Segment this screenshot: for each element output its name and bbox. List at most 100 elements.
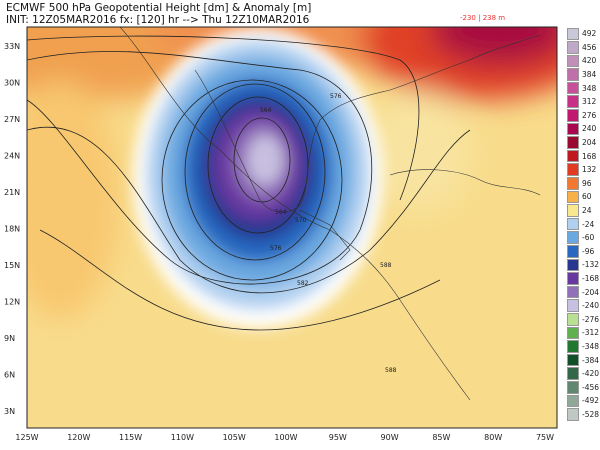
colorbar-label: 168 [582, 151, 597, 161]
init-line: INIT: 12Z05MAR2016 fx: [120] hr --> Thu … [6, 14, 310, 26]
colorbar-entry: 168 [567, 149, 600, 163]
colorbar-legend: 492 456 420 384 348 312 276 240 204 168 132 96 60 24 -… [567, 27, 600, 421]
lon-tick-label: 105W [223, 433, 246, 442]
lon-tick-label: 75W [536, 433, 554, 442]
colorbar-entry: 60 [567, 190, 600, 204]
colorbar-entry: 456 [567, 41, 600, 55]
colorbar-label: -420 [582, 369, 600, 379]
color-swatch [567, 204, 579, 217]
colorbar-label: -240 [582, 301, 600, 311]
colorbar-entry: -528 [567, 408, 600, 422]
color-swatch [567, 217, 579, 231]
colorbar-entry: -168 [567, 272, 600, 286]
map-title: ECMWF 500 hPa Geopotential Height [dm] &… [6, 2, 312, 14]
colorbar-entry: -420 [567, 367, 600, 381]
contour-label: 588 [380, 262, 392, 269]
color-swatch [567, 27, 579, 41]
color-swatch [567, 299, 579, 312]
colorbar-entry: -96 [567, 245, 600, 259]
color-swatch [567, 190, 579, 204]
colorbar-label: -96 [582, 246, 595, 256]
color-swatch [567, 231, 579, 244]
lon-tick-label: 80W [484, 433, 502, 442]
colorbar-entry: 348 [567, 81, 600, 95]
contour-label: 576 [330, 93, 342, 100]
colorbar-entry: -384 [567, 353, 600, 367]
color-swatch [567, 68, 579, 81]
coastlines [119, 27, 541, 401]
lat-tick-label: 6N [4, 371, 15, 380]
lat-tick-label: 30N [4, 79, 20, 88]
lon-tick-label: 115W [119, 433, 142, 442]
colorbar-entry: 276 [567, 109, 600, 123]
colorbar-entry: 420 [567, 54, 600, 68]
color-swatch [567, 122, 579, 136]
colorbar-label: 312 [582, 97, 597, 107]
lon-tick-label: 110W [171, 433, 194, 442]
color-swatch [567, 340, 579, 353]
color-swatch [567, 272, 579, 285]
color-swatch [567, 245, 579, 258]
colorbar-entry: -24 [567, 217, 600, 231]
colorbar-entry: 240 [567, 122, 600, 136]
lat-tick-label: 24N [4, 152, 20, 161]
lat-tick-label: 3N [4, 407, 15, 416]
colorbar-label: 60 [582, 192, 592, 202]
colorbar-entry: -132 [567, 258, 600, 272]
color-swatch [567, 54, 579, 68]
colorbar-label: 96 [582, 178, 592, 188]
colorbar-label: -384 [582, 355, 600, 365]
contour-label: 588 [385, 367, 397, 374]
colorbar-label: 456 [582, 42, 597, 52]
lat-tick-label: 12N [4, 298, 20, 307]
lon-tick-label: 85W [432, 433, 450, 442]
lat-tick-label: 18N [4, 225, 20, 234]
colorbar-entry: -312 [567, 326, 600, 340]
colorbar-label: 492 [582, 29, 597, 39]
colorbar-label: -456 [582, 382, 600, 392]
colorbar-label: 24 [582, 206, 592, 216]
lat-tick-label: 15N [4, 261, 20, 270]
color-swatch [567, 258, 579, 272]
lat-tick-label: 21N [4, 188, 20, 197]
lon-tick-label: 95W [329, 433, 347, 442]
contour-label: 582 [297, 280, 309, 287]
lon-tick-label: 125W [15, 433, 38, 442]
contour-label: 576 [270, 245, 282, 252]
colorbar-entry: -60 [567, 231, 600, 245]
lat-tick-label: 33N [4, 42, 20, 51]
color-swatch [567, 312, 579, 326]
colorbar-entry: 384 [567, 68, 600, 82]
color-swatch [567, 408, 579, 421]
colorbar-entry: -204 [567, 285, 600, 299]
colorbar-entry: -240 [567, 299, 600, 313]
color-swatch [567, 163, 579, 177]
lat-tick-label: 27N [4, 115, 20, 124]
colorbar-label: -348 [582, 341, 600, 351]
colorbar-label: -168 [582, 273, 600, 283]
colorbar-label: 204 [582, 138, 597, 148]
contour-label: 564 [275, 209, 287, 216]
color-swatch [567, 353, 579, 367]
color-swatch [567, 81, 579, 95]
colorbar-entry: 132 [567, 163, 600, 177]
anomaly-field: 564 564 570 576 582 588 588 576 [27, 27, 557, 428]
colorbar-entry: 204 [567, 136, 600, 150]
lon-tick-label: 90W [381, 433, 399, 442]
colorbar-entry: 312 [567, 95, 600, 109]
colorbar-entry: -456 [567, 380, 600, 394]
colorbar-entry: -348 [567, 340, 600, 354]
colorbar-entry: -492 [567, 394, 600, 408]
height-contours [27, 35, 471, 331]
colorbar-label: 240 [582, 124, 597, 134]
color-swatch [567, 326, 579, 340]
colorbar-entry: -276 [567, 312, 600, 326]
colorbar-label: -528 [582, 409, 600, 419]
color-swatch [567, 41, 579, 54]
colorbar-entry: 492 [567, 27, 600, 41]
color-swatch [567, 149, 579, 163]
colorbar-entry: 24 [567, 204, 600, 218]
color-swatch [567, 380, 579, 394]
color-swatch [567, 109, 579, 122]
